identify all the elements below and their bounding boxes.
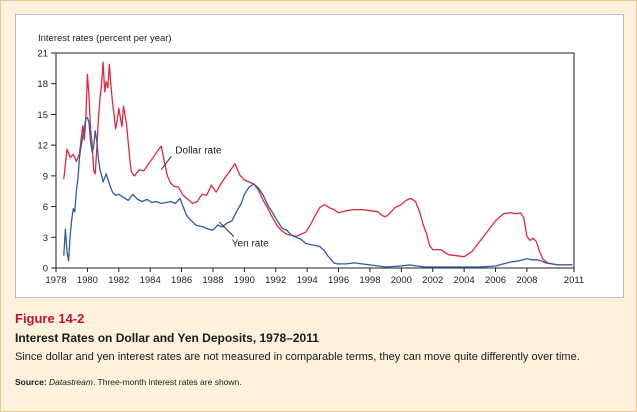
- x-tick-label: 2006: [485, 275, 506, 286]
- y-axis-label: Interest rates (percent per year): [38, 33, 172, 44]
- figure-title: Interest Rates on Dollar and Yen Deposit…: [15, 331, 319, 345]
- yen-rate-line: [63, 116, 573, 268]
- x-tick-label: 2004: [454, 275, 475, 286]
- x-tick-label: 1982: [108, 275, 129, 286]
- x-tick-label: 2011: [564, 275, 584, 286]
- figure-number: Figure 14-2: [15, 311, 85, 326]
- source-name: Datastream: [49, 377, 93, 387]
- x-tick-label: 1994: [297, 275, 318, 286]
- source-label: Source:: [15, 377, 47, 387]
- x-tick-label: 1988: [202, 275, 223, 286]
- y-tick-label: 3: [43, 233, 48, 244]
- figure-source: Source: Datastream. Three-month interest…: [15, 377, 242, 387]
- dollar-label-pointer: [160, 156, 172, 170]
- x-tick-label: 2000: [391, 275, 412, 286]
- plot-panel: Interest rates (percent per year) 0 3 6 9 12 1…: [15, 14, 624, 298]
- y-tick-label: 12: [37, 141, 48, 152]
- x-tick-label: 1996: [328, 275, 349, 286]
- x-tick-label: 1978: [45, 275, 66, 286]
- yen-label-pointer: [218, 221, 235, 237]
- x-tick-label: 1980: [77, 275, 98, 286]
- axes: Interest rates (percent per year) 0 3 6 9 12 1…: [37, 33, 584, 286]
- source-text: . Three-month interest rates are shown.: [92, 377, 242, 387]
- x-tick-label: 1984: [140, 275, 161, 286]
- y-tick-label: 15: [37, 110, 48, 121]
- x-tick-label: 2002: [422, 275, 443, 286]
- y-tick-label: 21: [37, 49, 48, 60]
- y-tick-label: 9: [43, 171, 48, 182]
- dollar-rate-line: [63, 61, 573, 266]
- yen-rate-label: Yen rate: [232, 239, 269, 250]
- line-chart: Interest rates (percent per year) 0 3 6 9 12 1…: [37, 33, 584, 286]
- x-tick-label: 2008: [516, 275, 537, 286]
- x-tick-label: 1992: [265, 275, 286, 286]
- annotations: Dollar rate Yen rate: [160, 145, 269, 250]
- y-tick-label: 0: [43, 264, 48, 275]
- y-tick-label: 6: [43, 202, 48, 213]
- series-lines: [63, 61, 573, 268]
- x-tick-label: 1998: [359, 275, 380, 286]
- dollar-rate-label: Dollar rate: [175, 145, 222, 156]
- plot-frame: [55, 52, 575, 269]
- y-tick-label: 18: [37, 79, 48, 90]
- x-tick-label: 1990: [234, 275, 255, 286]
- figure-caption: Since dollar and yen interest rates are …: [15, 351, 580, 363]
- x-tick-label: 1986: [171, 275, 192, 286]
